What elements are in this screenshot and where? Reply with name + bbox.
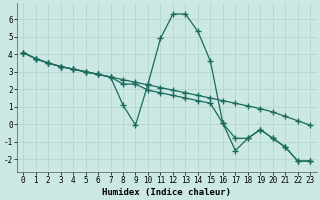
X-axis label: Humidex (Indice chaleur): Humidex (Indice chaleur) bbox=[102, 188, 231, 197]
